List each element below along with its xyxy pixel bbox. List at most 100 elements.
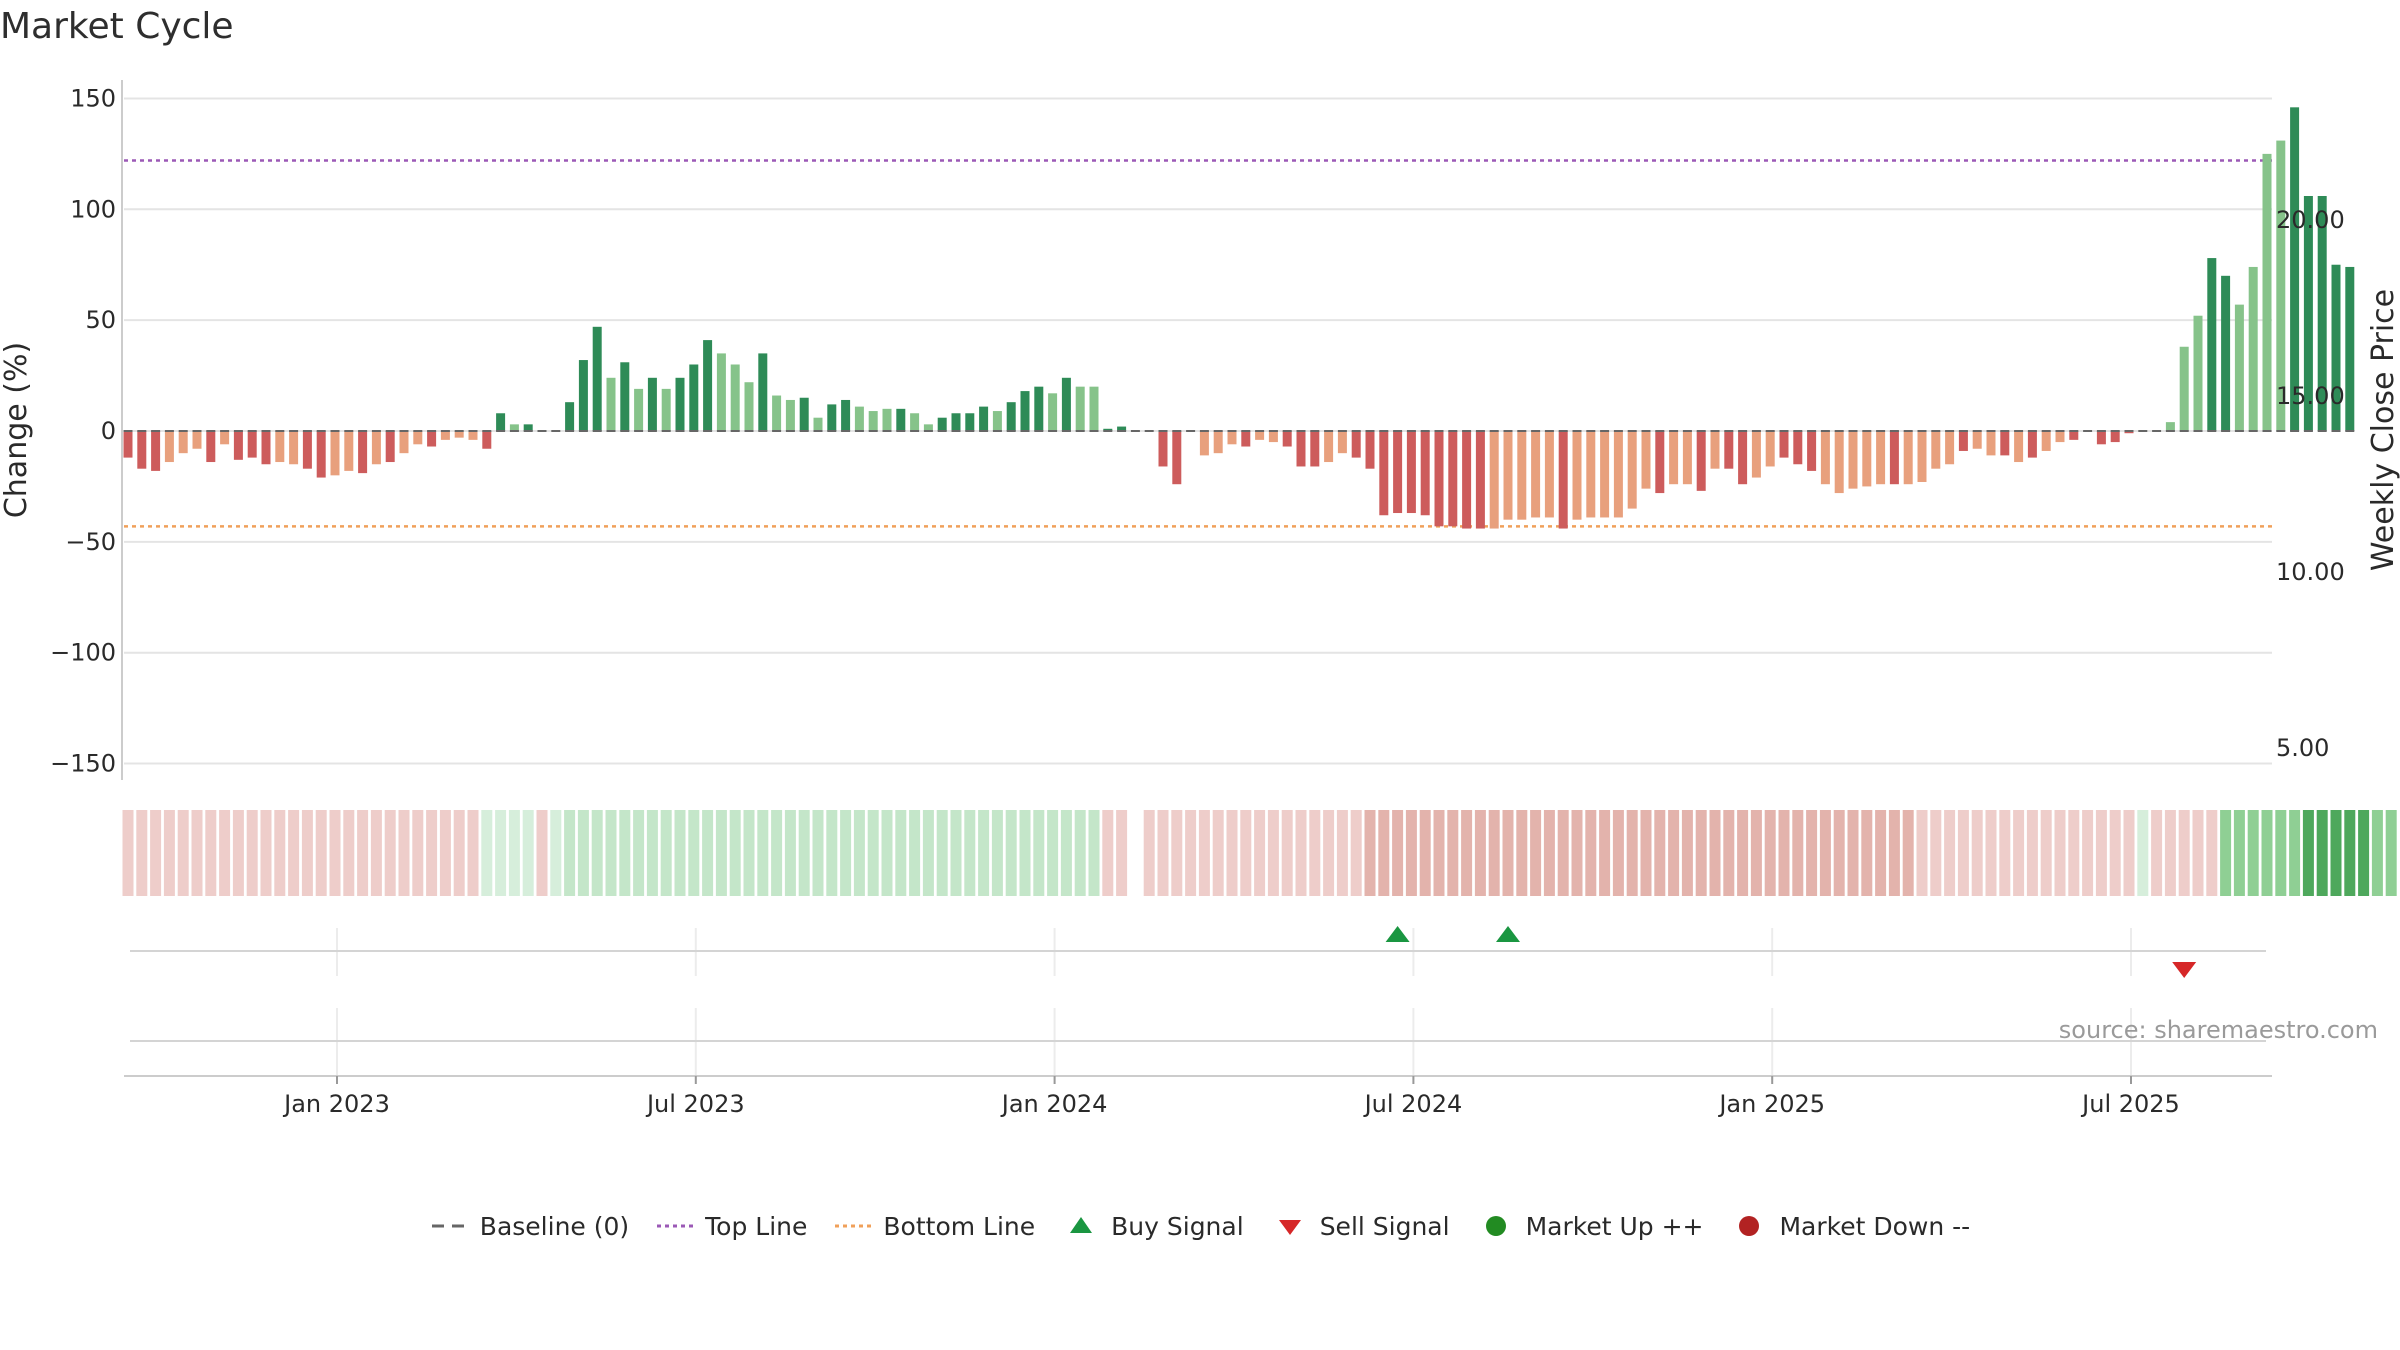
- market-strip-cell: [1088, 810, 1100, 896]
- change-bar: [1448, 431, 1458, 527]
- change-bar: [951, 413, 961, 431]
- change-bar: [1710, 431, 1720, 469]
- right-tick-label: 15.00: [2276, 382, 2345, 410]
- change-bar: [854, 406, 864, 431]
- market-strip-cell: [329, 810, 341, 896]
- market-strip-cell: [1171, 810, 1183, 896]
- change-bar: [923, 424, 933, 431]
- market-strip-cell: [1157, 810, 1169, 896]
- legend-label-sell-signal: Sell Signal: [1319, 1211, 1450, 1241]
- change-bar: [1738, 431, 1748, 485]
- market-strip-cell: [1116, 810, 1128, 896]
- market-strip-cell: [2068, 810, 2080, 896]
- change-bar: [2276, 140, 2286, 431]
- change-bar: [2303, 195, 2313, 431]
- change-bar: [675, 377, 685, 431]
- change-bar: [979, 406, 989, 431]
- market-strip-cell: [840, 810, 852, 896]
- market-strip-cell: [2082, 810, 2094, 896]
- market-strip-cell: [2302, 810, 2314, 896]
- change-bar: [1986, 431, 1996, 456]
- change-bar: [689, 364, 699, 431]
- change-bar: [1103, 428, 1113, 431]
- market-strip-cell: [1336, 810, 1348, 896]
- change-bar: [192, 431, 202, 449]
- change-bar: [1061, 377, 1071, 431]
- change-bar: [785, 399, 795, 431]
- x-axis: Jan 2023 Jul 2023 Jan 2024 Jul 2024 Jan 2025…: [282, 1076, 2180, 1118]
- market-strip-cell: [1626, 810, 1638, 896]
- market-strip-cell: [288, 810, 300, 896]
- market-strip-cell: [2123, 810, 2135, 896]
- change-bar: [1393, 431, 1403, 514]
- market-strip-cell: [605, 810, 617, 896]
- change-bar: [565, 402, 575, 431]
- market-strip-cell: [1060, 810, 1072, 896]
- triangle-up-icon: [1070, 1217, 1093, 1233]
- change-bar: [1544, 431, 1554, 518]
- change-bar: [1972, 431, 1982, 449]
- market-strip-cell: [177, 810, 189, 896]
- market-strip-cell: [2095, 810, 2107, 896]
- y-tick-label: 150: [70, 84, 116, 112]
- change-bar: [1917, 431, 1927, 482]
- market-strip-cell: [495, 810, 507, 896]
- market-strip-cell: [2137, 810, 2149, 896]
- change-bar: [896, 408, 906, 431]
- change-bar: [1199, 431, 1209, 456]
- buy-signal-marker: [1385, 926, 1410, 942]
- change-bar: [137, 431, 147, 469]
- change-bar: [2096, 431, 2106, 445]
- x-tick-label: Jan 2024: [1000, 1090, 1108, 1118]
- market-strip-cell: [950, 810, 962, 896]
- change-bar: [1958, 431, 1968, 451]
- change-bar: [247, 431, 257, 458]
- market-strip-cell: [909, 810, 921, 896]
- change-bar: [1351, 431, 1361, 458]
- change-bar: [1572, 431, 1582, 520]
- market-strip-cell: [2330, 810, 2342, 896]
- change-bar: [164, 431, 174, 463]
- market-strip-cell: [1944, 810, 1956, 896]
- change-bar: [2069, 431, 2079, 440]
- change-bar: [2179, 346, 2189, 431]
- market-strip-cell: [881, 810, 893, 896]
- change-bar: [1379, 431, 1389, 516]
- legend-item-market-up: Market Up ++: [1476, 1212, 1703, 1241]
- legend-item-sell-signal: Sell Signal: [1270, 1212, 1450, 1241]
- change-bar: [1213, 431, 1223, 454]
- market-strip-cell: [163, 810, 175, 896]
- market-strip-cell: [1847, 810, 1859, 896]
- change-bar: [1889, 431, 1899, 485]
- market-strip-cell: [1461, 810, 1473, 896]
- y-tick-label: 50: [85, 306, 116, 334]
- market-strip-cell: [1047, 810, 1059, 896]
- change-bar: [910, 413, 920, 431]
- change-bar: [1324, 431, 1334, 463]
- market-strip-cell: [1971, 810, 1983, 896]
- market-strip-cell: [964, 810, 976, 896]
- market-strip-cell: [895, 810, 907, 896]
- change-bar: [468, 431, 478, 440]
- market-strip-cell: [619, 810, 631, 896]
- change-bar: [1682, 431, 1692, 485]
- market-strip-cell: [798, 810, 810, 896]
- x-tick-label: Jan 2025: [1717, 1090, 1825, 1118]
- change-bar: [2262, 153, 2272, 431]
- change-bar: [1696, 431, 1706, 491]
- change-bar: [661, 388, 671, 431]
- change-bar: [1034, 386, 1044, 431]
- market-strip-cell: [1723, 810, 1735, 896]
- change-bar: [1255, 431, 1265, 440]
- change-bar: [730, 364, 740, 431]
- market-strip-cell: [2385, 810, 2397, 896]
- change-bar: [1627, 431, 1637, 509]
- change-bar: [1310, 431, 1320, 467]
- change-bar: [703, 340, 713, 431]
- change-bar: [772, 395, 782, 431]
- change-bar: [2221, 275, 2231, 431]
- change-bar: [1669, 431, 1679, 485]
- market-strip-cell: [1143, 810, 1155, 896]
- market-strip-cell: [191, 810, 203, 896]
- market-strip-cell: [412, 810, 424, 896]
